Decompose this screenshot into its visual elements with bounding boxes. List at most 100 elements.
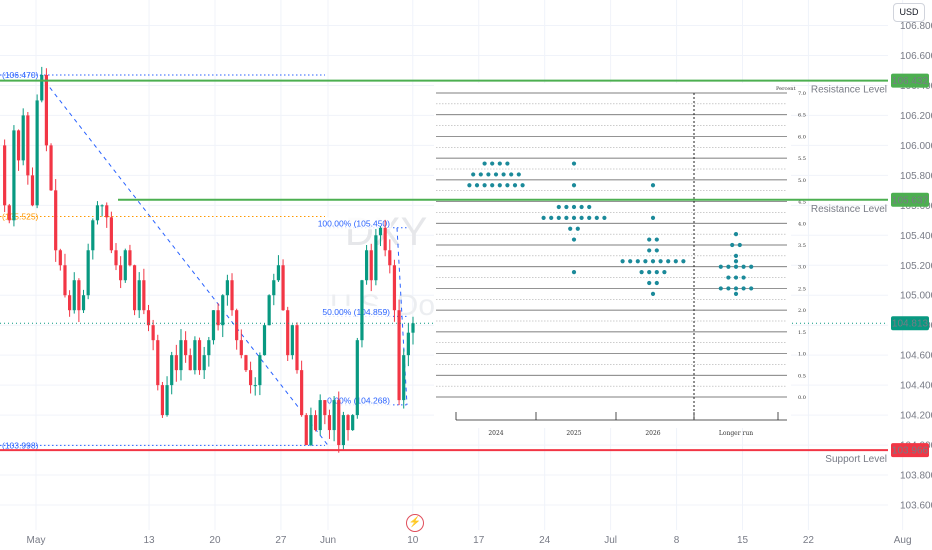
candle [258,352,262,396]
dot-plot-rate-label: 0.5 [798,373,806,379]
price-tick-label: 105.200 [900,261,932,272]
candle [327,409,332,439]
candle-body [58,250,62,266]
level-price-tag: 105.637 [891,192,929,207]
dot-plot-dot [635,259,640,264]
dot-plot-dot [733,264,739,269]
dot-plot-dot [650,215,656,220]
time-tick-label: May [27,535,46,546]
dot-plot-dot [486,172,491,177]
candle [276,255,281,282]
dot-plot-dot [741,264,746,269]
candle [109,211,113,254]
dot-plot-title: Percent [776,86,795,92]
level-price-tag-text: 106.432 [892,76,929,87]
price-tick-label: 106.000 [900,141,932,152]
candle-body [72,280,76,311]
currency-selector[interactable]: USD [893,3,925,22]
dot-plot-category-label: 2026 [645,430,660,437]
dot-plot-rate-label: 0.0 [798,395,806,401]
candle [114,243,118,271]
time-tick-label: 10 [407,535,419,546]
dot-plot-rate-label: 6.5 [798,113,806,119]
dot-plot-dot [733,275,739,280]
dot-plot-category-label: Longer run [719,430,753,437]
candle-body [341,415,345,446]
candle-body [193,340,197,371]
dot-plot-dot [726,286,731,291]
dot-plot-dot [737,242,742,248]
level-price-tag-bg [891,73,929,88]
dot-plot-dot [628,259,633,264]
candle [281,259,285,311]
level-price-tag: 106.432 [891,73,929,88]
candle-body [388,250,392,266]
price-tick-label: 104.200 [900,411,932,422]
time-tick-label: Jul [604,535,617,546]
dot-plot-dot [654,270,659,275]
candle-body [137,280,141,311]
dot-plot-dot [654,237,659,242]
candle-body [77,280,81,311]
candle-body [3,145,7,206]
time-tick-label: 24 [539,535,551,546]
candle-body [188,355,192,371]
candle [346,414,350,441]
candle [21,108,25,166]
dot-plot-dot [733,286,739,291]
dot-plot-dot [741,275,746,280]
candle-body [272,280,276,296]
candle [3,139,7,213]
dot-plot-dot [501,172,506,177]
candle [323,400,327,425]
fib-level-label: (106.470) [2,70,39,80]
candle [193,336,197,375]
dot-plot-dot [556,204,561,210]
candle [16,129,21,171]
time-tick-label: 13 [143,535,155,546]
levels[interactable]: Resistance Level 106.432 Resistance Level 1… [0,73,929,466]
candle [383,219,387,257]
candle [402,349,406,409]
dot-plot-dot [726,275,731,280]
candle [49,143,53,191]
candle [197,337,202,375]
candle-body [392,265,397,311]
candle [137,272,141,318]
dot-plot-dot [650,183,656,188]
time-axis[interactable]: May 13 20 27 Jun 10 17 24 Jul 8 15 22 Aug [27,535,912,546]
candle [318,394,322,436]
candle [123,248,127,283]
candle-body [309,415,313,446]
dot-plot-dot [482,183,487,188]
candle [309,407,313,447]
fibonacci-retracement[interactable]: (106.470) (105.525) (103.998) 100.00% (105.… [0,70,408,450]
lightning-icon[interactable]: ⚡ [406,514,424,532]
candle [7,203,11,224]
candle [369,243,373,292]
candle-body [337,400,341,446]
candle [300,360,304,417]
dot-plot-rate-label: 3.5 [798,243,806,249]
candle-body [411,323,415,333]
dot-plot-dot [490,183,495,188]
price-tick-label: 103.800 [900,471,932,482]
time-tick-label: 17 [473,535,485,546]
time-tick-label: 20 [209,535,221,546]
price-axis[interactable]: 103.600103.800104.000104.200104.400104.6… [900,21,932,512]
candle-body [12,130,16,221]
candle-body [360,280,364,341]
candle-body [397,310,401,401]
dot-plot-dot [571,237,577,242]
candle [304,413,308,446]
candle-body [40,74,44,101]
level-price-tag-text: 105.637 [892,195,929,206]
candle [40,66,44,103]
candlesticks [0,66,888,453]
dot-plot-dot [620,259,625,264]
dot-plot-dot [549,215,554,220]
dot-plot-rate-label: 2.0 [798,308,806,314]
candle [146,304,151,332]
last-price-tag-bg [891,316,929,331]
